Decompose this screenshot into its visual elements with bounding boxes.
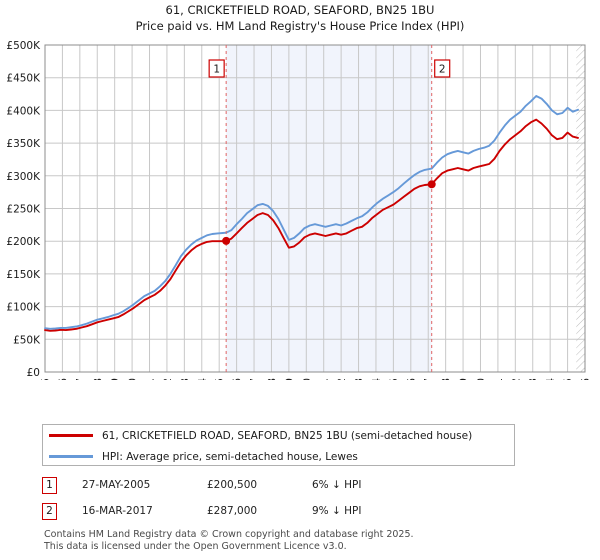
x-axis-tick-label: 2023 [528, 378, 540, 380]
x-axis-tick-label: 2019 [458, 378, 470, 380]
legend-item-property: 61, CRICKETFIELD ROAD, SEAFORD, BN25 1BU… [43, 425, 514, 446]
footer-line-2: This data is licensed under the Open Gov… [44, 540, 347, 552]
y-axis-tick-label: £300K [6, 171, 41, 183]
y-axis-tick-label: £50K [13, 334, 41, 346]
chart-legend: 61, CRICKETFIELD ROAD, SEAFORD, BN25 1BU… [42, 424, 515, 466]
x-axis-tick-label: 2004 [197, 378, 209, 380]
y-axis-tick-label: £250K [6, 204, 41, 216]
x-axis-tick-label: 2016 [406, 378, 418, 380]
x-axis-tick-label: 2001 [145, 378, 157, 380]
y-axis-tick-label: £150K [6, 269, 41, 281]
x-axis-tick-label: 2007 [249, 378, 261, 380]
series-line-hpi [44, 95, 579, 330]
copyright-footer: Contains HM Land Registry data © Crown c… [44, 529, 584, 552]
page-title: 61, CRICKETFIELD ROAD, SEAFORD, BN25 1BU [165, 3, 435, 17]
transaction-point-1 [222, 236, 231, 245]
legend-swatch-property [49, 434, 93, 437]
x-axis-tick-label: 2009 [284, 378, 296, 380]
x-axis-tick-label: 2022 [510, 378, 522, 380]
x-axis-tick-label: 2013 [354, 378, 366, 380]
status-badge: 1 [42, 476, 57, 494]
x-axis-tick-label: 2008 [266, 378, 278, 380]
status-badge: 2 [42, 502, 57, 520]
y-axis-tick-label: £500K [6, 40, 41, 52]
footer-line-1: Contains HM Land Registry data © Crown c… [44, 529, 414, 540]
x-axis-tick-label: 2018 [441, 378, 453, 380]
x-axis-tick-label: 2010 [301, 378, 313, 380]
transaction-price: £287,000 [207, 505, 258, 517]
price-index-line-chart: £0 £50K £100K £150K £200K £250K £300K £350K £400… [6, 40, 592, 380]
x-axis-tick-label: 1998 [92, 378, 104, 380]
x-axis-tick-label: 2003 [179, 378, 191, 380]
legend-label-hpi: HPI: Average price, semi-detached house,… [102, 450, 358, 463]
x-axis-tick-label: 2020 [475, 378, 487, 380]
legend-swatch-hpi [49, 455, 93, 458]
y-axis-tick-label: £350K [6, 138, 41, 150]
transaction-list: 1 27-MAY-2005 £200,500 6% ↓ HPI 2 16-MAR… [42, 472, 562, 524]
x-axis-tick-label: 1999 [110, 378, 122, 380]
table-row: 1 27-MAY-2005 £200,500 6% ↓ HPI [42, 472, 562, 498]
x-axis-tick-label: 2026 [580, 378, 592, 380]
x-axis-tick-label: 2000 [127, 378, 139, 380]
x-axis-tick-label: 2011 [319, 378, 331, 380]
series-line-property [44, 118, 579, 332]
chart-annotation-marker-1: 1 [208, 59, 225, 78]
x-axis-tick-label: 2024 [545, 378, 557, 380]
x-axis-tick-label: 2017 [423, 378, 435, 380]
x-axis-tick-label: 2014 [371, 378, 383, 380]
y-axis-tick-label: £400K [6, 105, 41, 117]
legend-label-property: 61, CRICKETFIELD ROAD, SEAFORD, BN25 1BU… [102, 429, 473, 442]
chart-plot-area: £0 £50K £100K £150K £200K £250K £300K £350K £400… [0, 40, 600, 380]
x-axis-tick-label: 1997 [75, 378, 87, 380]
transaction-hpi-delta: 6% ↓ HPI [312, 479, 362, 491]
x-axis-tick-label: 2005 [214, 378, 226, 380]
page-subtitle: Price paid vs. HM Land Registry's House … [135, 19, 465, 33]
y-axis-tick-label: £450K [6, 73, 41, 85]
transaction-price: £200,500 [207, 479, 258, 491]
x-axis-tick-label: 2006 [232, 378, 244, 380]
y-axis-tick-label: £100K [6, 302, 41, 314]
svg-text:2: 2 [439, 64, 446, 76]
transaction-date: 16-MAR-2017 [82, 505, 153, 517]
chart-annotation-marker-2: 2 [434, 59, 451, 78]
x-axis-tick-label: 2015 [388, 378, 400, 380]
y-axis-tick-label: £0 [27, 367, 40, 379]
x-axis-tick-label: 2002 [162, 378, 174, 380]
x-axis-tick-label: 2012 [336, 378, 348, 380]
transaction-hpi-delta: 9% ↓ HPI [312, 505, 362, 517]
x-axis-tick-label: 2021 [493, 378, 505, 380]
transaction-date: 27-MAY-2005 [82, 479, 151, 491]
x-axis-tick-label: 2025 [563, 378, 575, 380]
chart-title-block: 61, CRICKETFIELD ROAD, SEAFORD, BN25 1BU… [0, 2, 600, 34]
x-axis-tick-label: 1995 [40, 378, 52, 380]
transaction-point-2 [427, 180, 436, 189]
legend-item-hpi: HPI: Average price, semi-detached house,… [43, 446, 514, 467]
table-row: 2 16-MAR-2017 £287,000 9% ↓ HPI [42, 498, 562, 524]
y-axis-tick-label: £200K [6, 236, 41, 248]
x-axis-tick-label: 1996 [57, 378, 69, 380]
svg-text:1: 1 [213, 64, 220, 76]
